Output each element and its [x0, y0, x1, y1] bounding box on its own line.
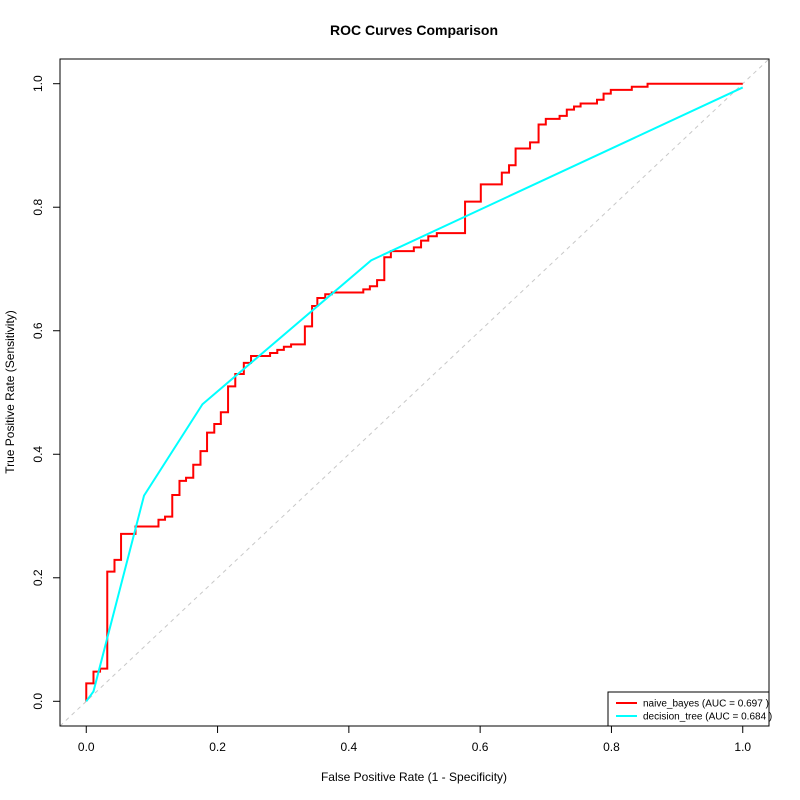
x-tick-label: 0.0 — [78, 740, 95, 754]
x-tick-label: 0.4 — [341, 740, 358, 754]
y-tick-label: 1.0 — [31, 75, 45, 92]
y-tick-label: 0.0 — [31, 693, 45, 710]
chart-title: ROC Curves Comparison — [330, 22, 498, 38]
y-tick-label: 0.2 — [31, 569, 45, 586]
plot-frame — [59, 58, 770, 727]
roc-line — [85, 86, 744, 702]
y-tick-label: 0.6 — [31, 322, 45, 339]
x-axis-label: False Positive Rate (1 - Specificity) — [321, 770, 507, 784]
reference-diagonal — [59, 58, 770, 727]
x-tick-label: 0.8 — [603, 740, 620, 754]
roc-line — [85, 82, 743, 702]
x-tick-label: 0.6 — [472, 740, 489, 754]
y-axis-label: True Positive Rate (Sensitivity) — [3, 310, 17, 474]
y-tick-label: 0.8 — [31, 199, 45, 216]
y-tick-label: 0.4 — [31, 446, 45, 463]
legend-box — [607, 691, 770, 727]
x-tick-label: 1.0 — [734, 740, 751, 754]
legend-label: naive_bayes (AUC = 0.697 ) — [643, 699, 769, 710]
x-tick-label: 0.2 — [209, 740, 226, 754]
legend-label: decision_tree (AUC = 0.684 ) — [643, 712, 772, 723]
